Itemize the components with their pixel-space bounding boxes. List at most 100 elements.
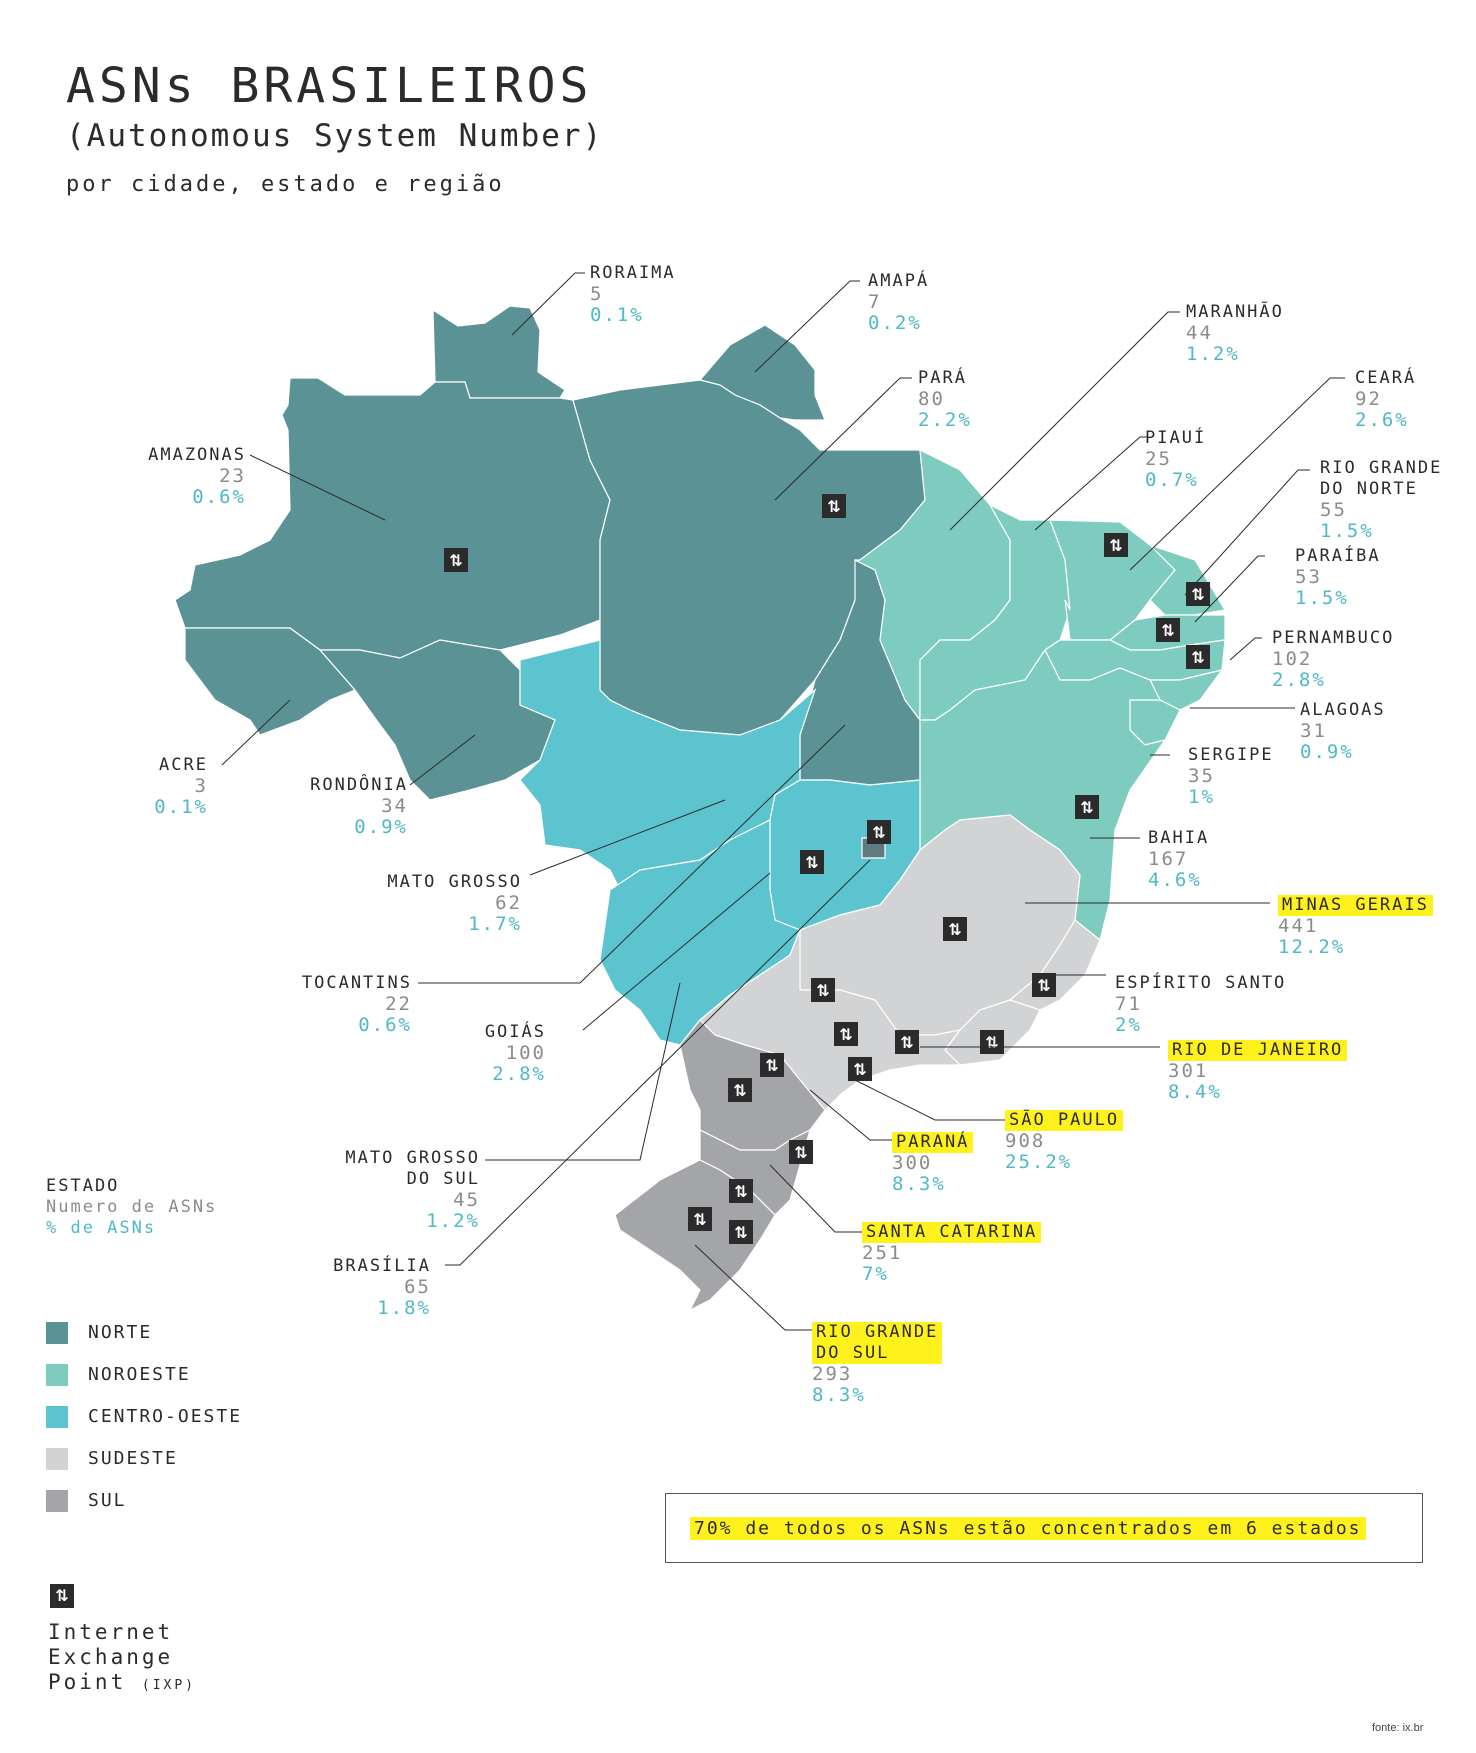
label-tocantins: TOCANTINS 22 0.6% xyxy=(302,973,412,1036)
ixp-marker-1 xyxy=(822,494,846,518)
ixp-marker-12 xyxy=(834,1022,858,1046)
ixp-marker-11 xyxy=(811,978,835,1002)
label-bahia: BAHIA 167 4.6% xyxy=(1148,828,1209,891)
label-count: 92 xyxy=(1355,388,1382,410)
arrows-up-down-icon: ⇅ xyxy=(765,1056,778,1075)
source-credit: fonte: ix.br xyxy=(1372,1722,1424,1734)
ixp-marker-4 xyxy=(1156,618,1180,642)
label-name: BAHIA xyxy=(1148,828,1210,848)
ixp-marker-13 xyxy=(895,1030,919,1054)
ixp-marker-6 xyxy=(1075,795,1099,819)
arrows-up-down-icon: ⇅ xyxy=(1037,976,1050,995)
label-pct: 0.2% xyxy=(868,312,922,334)
label-pct: 2.8% xyxy=(492,1063,546,1085)
swatch-norte xyxy=(46,1322,68,1344)
ixp-line3: Point xyxy=(48,1670,127,1694)
label-count: 55 xyxy=(1320,499,1347,521)
label-name: ACRE xyxy=(159,755,208,775)
state-amazonas xyxy=(174,377,611,659)
arrows-up-down-icon: ⇅ xyxy=(1080,798,1093,817)
label-mato-grosso-do-sul: MATO GROSSO DO SUL 45 1.2% xyxy=(345,1148,480,1232)
label-name: PARAÍBA xyxy=(1295,546,1381,566)
label-count: 102 xyxy=(1272,648,1313,670)
arrows-up-down-icon: ⇅ xyxy=(816,981,829,1000)
label-count: 441 xyxy=(1278,915,1319,937)
label-count: 5 xyxy=(590,283,604,305)
ixp-marker-14 xyxy=(980,1030,1004,1054)
label-name: MATO GROSSO xyxy=(345,1148,480,1168)
region-norte xyxy=(174,305,926,801)
legend-count-label: Numero de ASNs xyxy=(46,1197,218,1217)
label-pct: 1.5% xyxy=(1320,520,1374,542)
label-name: ALAGOAS xyxy=(1300,700,1386,720)
ixp-marker-0 xyxy=(444,548,468,572)
ixp-abbr: (IXP) xyxy=(141,1678,197,1693)
swatch-nordeste xyxy=(46,1364,68,1386)
label-count: 3 xyxy=(194,775,208,797)
label-sergipe: SERGIPE 35 1% xyxy=(1188,745,1274,808)
label-maranhao: MARANHÃO 44 1.2% xyxy=(1186,302,1284,365)
label-pct: 8.3% xyxy=(812,1384,866,1406)
label-minas-gerais: MINAS GERAIS 441 12.2% xyxy=(1278,895,1433,958)
concentration-note: 70% de todos os ASNs estão concentrados … xyxy=(690,1517,1366,1540)
ixp-marker-2 xyxy=(1104,533,1128,557)
label-count: 45 xyxy=(453,1189,480,1211)
label-name: TOCANTINS xyxy=(301,973,412,993)
label-amazonas: AMAZONAS 23 0.6% xyxy=(148,445,246,508)
arrows-up-down-icon: ⇅ xyxy=(693,1210,706,1229)
arrows-up-down-icon: ⇅ xyxy=(839,1025,852,1044)
label-pct: 1.7% xyxy=(468,913,522,935)
label-count: 44 xyxy=(1186,322,1213,344)
label-name: RIO GRANDE xyxy=(812,1322,943,1343)
label-count: 100 xyxy=(505,1042,546,1064)
label-roraima: RORAIMA 5 0.1% xyxy=(590,263,676,326)
ixp-marker-18 xyxy=(789,1140,813,1164)
label-pct: 1.8% xyxy=(377,1297,431,1319)
label-count: 65 xyxy=(404,1276,431,1298)
label-name: GOIÁS xyxy=(484,1022,546,1042)
arrows-up-down-icon: ⇅ xyxy=(449,551,462,570)
label-pct: 7% xyxy=(862,1263,889,1285)
legend-key: ESTADO Numero de ASNs % de ASNs xyxy=(46,1176,217,1239)
ixp-marker-16 xyxy=(760,1053,784,1077)
label-count: 23 xyxy=(219,465,246,487)
ixp-markers: ⇅⇅⇅⇅⇅⇅⇅⇅⇅⇅⇅⇅⇅ ⇅ ⇅⇅⇅⇅⇅⇅⇅⇅ xyxy=(444,494,1210,1244)
ixp-marker-20 xyxy=(688,1207,712,1231)
arrows-up-down-icon: ⇅ xyxy=(1191,585,1204,604)
label-goias: GOIÁS 100 2.8% xyxy=(485,1022,546,1085)
label-count: 167 xyxy=(1148,848,1189,870)
label-count: 31 xyxy=(1300,720,1327,742)
ixp-marker-21 xyxy=(729,1220,753,1244)
label-name-2: DO SUL xyxy=(406,1169,480,1189)
label-count: 53 xyxy=(1295,566,1322,588)
label-pct: 4.6% xyxy=(1148,869,1202,891)
label-pct: 8.4% xyxy=(1168,1081,1222,1103)
label-name: SANTA CATARINA xyxy=(862,1222,1042,1243)
label-pct: 0.6% xyxy=(358,1014,412,1036)
label-name: RORAIMA xyxy=(590,263,676,283)
legend-pct-label: % de ASNs xyxy=(46,1218,157,1238)
label-name: ESPÍRITO SANTO xyxy=(1115,973,1287,993)
ixp-line1: Internet xyxy=(48,1620,174,1644)
label-pct: 25.2% xyxy=(1005,1151,1073,1173)
arrows-up-down-icon: ⇅ xyxy=(948,920,961,939)
ixp-marker-5 xyxy=(1186,645,1210,669)
label-name: AMAPÁ xyxy=(868,271,930,291)
label-name-2: DO NORTE xyxy=(1320,479,1418,499)
arrows-up-down-icon: ⇅ xyxy=(872,823,885,842)
label-name: SÃO PAULO xyxy=(1005,1110,1124,1131)
label-name: CEARÁ xyxy=(1355,368,1417,388)
ixp-marker-7 xyxy=(867,820,891,844)
label-parana: PARANÁ 300 8.3% xyxy=(892,1132,974,1195)
swatch-centro-oeste xyxy=(46,1406,68,1428)
label-rio-de-janeiro: RIO DE JANEIRO 301 8.4% xyxy=(1168,1040,1348,1103)
map-subtitle: (Autonomous System Number) xyxy=(66,118,604,154)
label-paraiba: PARAÍBA 53 1.5% xyxy=(1295,546,1381,609)
legend-nordeste: NOROESTE xyxy=(88,1364,191,1385)
label-pct: 2.8% xyxy=(1272,669,1326,691)
label-amapa: AMAPÁ 7 0.2% xyxy=(868,271,929,334)
ixp-marker-17 xyxy=(728,1078,752,1102)
label-para: PARÁ 80 2.2% xyxy=(918,368,972,431)
arrows-up-down-icon: ⇅ xyxy=(1161,621,1174,640)
label-name: BRASÍLIA xyxy=(333,1256,431,1276)
